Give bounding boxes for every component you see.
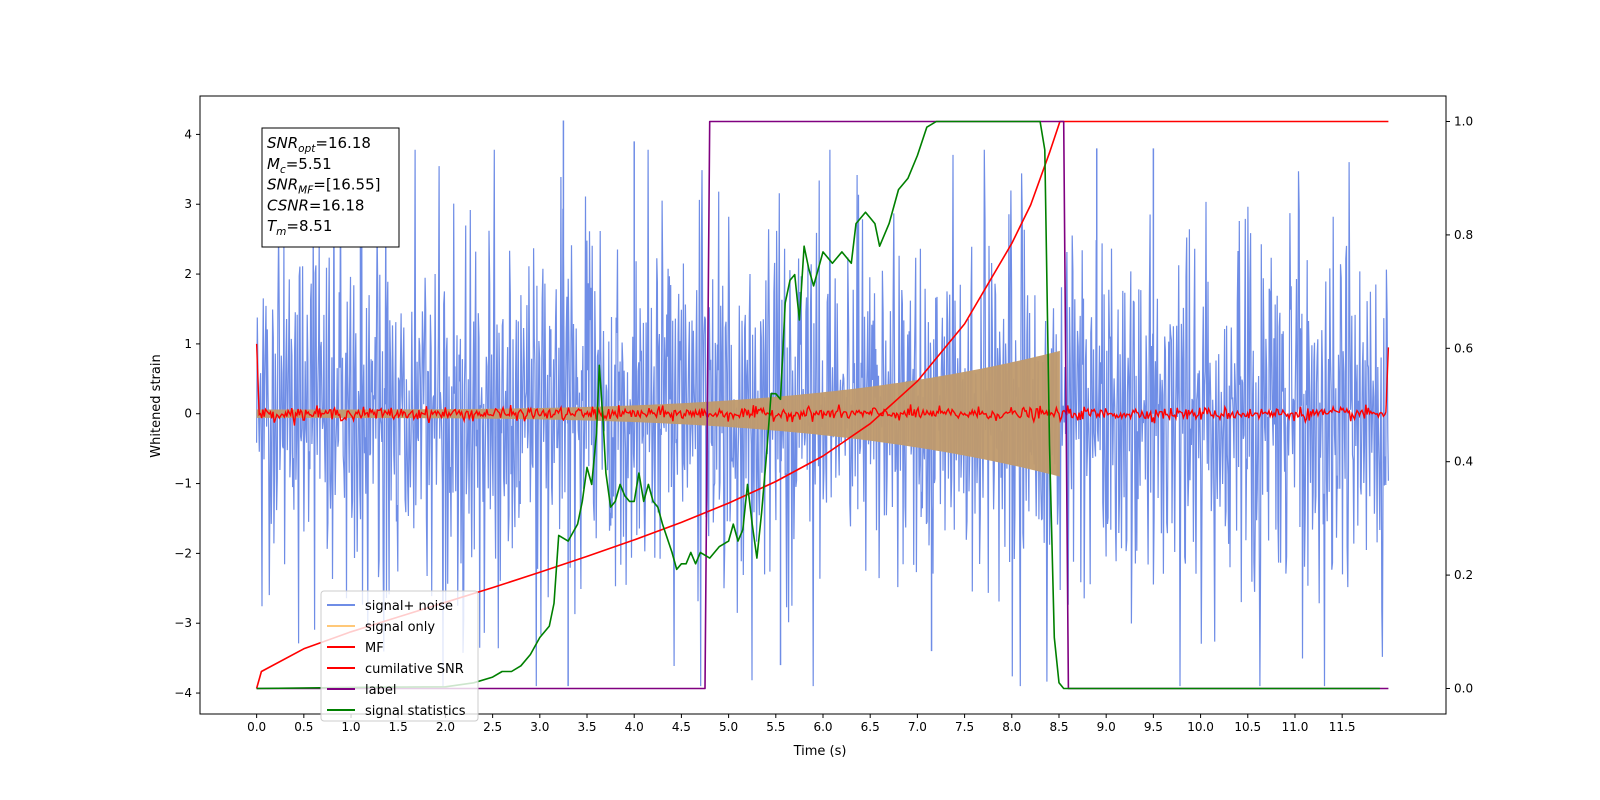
x-tick-label: 10.5: [1234, 720, 1261, 734]
x-tick-label: 5.0: [719, 720, 738, 734]
legend-label: signal+ noise: [365, 599, 453, 614]
annotation-line: Tm=8.51: [267, 217, 332, 238]
x-tick-label: 4.0: [625, 720, 644, 734]
signal-noise-series: [256, 120, 1389, 687]
x-tick-label: 3.5: [577, 720, 596, 734]
x-tick-label: 11.5: [1329, 720, 1356, 734]
legend-label: cumilative SNR: [365, 662, 464, 677]
y-tick-label: 3: [184, 197, 192, 211]
x-tick-label: 10.0: [1187, 720, 1214, 734]
x-tick-label: 1.0: [341, 720, 360, 734]
signal-noise-line: [256, 149, 1389, 687]
x-axis-label: Time (s): [793, 744, 847, 759]
legend-label: signal statistics: [365, 704, 466, 719]
x-tick-label: 7.5: [955, 720, 974, 734]
x-tick-label: 0.0: [247, 720, 266, 734]
annotation-line: SNRopt=16.18: [267, 134, 371, 155]
x-tick-label: 9.0: [1097, 720, 1116, 734]
x-tick-label: 8.0: [1002, 720, 1021, 734]
x-tick-label: 6.0: [813, 720, 832, 734]
y-axis-right: 0.0 0.2 0.4 0.6 0.8 1.0: [1446, 115, 1473, 695]
y2-tick-label: 0.2: [1454, 568, 1473, 582]
x-tick-label: 6.5: [861, 720, 880, 734]
mf-line: [255, 343, 1390, 426]
x-tick-label: 9.5: [1144, 720, 1163, 734]
annotation-frame: [261, 127, 400, 248]
x-tick-label: 2.5: [483, 720, 502, 734]
annotation-line: Mc=5.51: [267, 155, 332, 176]
x-tick-label: 0.5: [294, 720, 313, 734]
legend-label: MF: [365, 641, 384, 656]
y-tick-label: 4: [184, 127, 192, 141]
mf-series: [255, 343, 1390, 426]
y2-tick-label: 0.8: [1454, 228, 1473, 242]
y-tick-label: 1: [184, 337, 192, 351]
y2-tick-label: 0.4: [1454, 455, 1473, 469]
y-axis-left: −4 −3 −2 −1 0 1 2 3 4: [174, 127, 200, 700]
signal-only-envelope: [256, 350, 1060, 477]
y-tick-label: −1: [174, 477, 192, 491]
x-tick-label: 1.5: [389, 720, 408, 734]
y2-tick-label: 1.0: [1454, 115, 1473, 129]
y2-tick-label: 0.6: [1454, 341, 1473, 355]
legend-frame: [320, 590, 479, 722]
x-tick-label: 11.0: [1282, 720, 1309, 734]
signal-only-series: [256, 350, 1060, 477]
x-tick-label: 7.0: [908, 720, 927, 734]
y-tick-label: 0: [184, 407, 192, 421]
x-tick-label: 4.5: [672, 720, 691, 734]
x-tick-label: 3.0: [530, 720, 549, 734]
annotation-line: CSNR=16.18: [267, 196, 364, 214]
annotation-box: SNRopt=16.18Mc=5.51SNRMF=[16.55]CSNR=16.…: [261, 127, 400, 248]
legend-label: label: [365, 683, 396, 698]
y-tick-label: 2: [184, 267, 192, 281]
legend: signal+ noise signal only MF cumilative SNR…: [320, 590, 479, 722]
y-tick-label: −2: [174, 546, 192, 560]
y-axis-label: Whitened strain: [149, 354, 164, 457]
x-tick-label: 8.5: [1049, 720, 1068, 734]
y2-tick-label: 0.0: [1454, 681, 1473, 695]
legend-label: signal only: [365, 620, 435, 635]
y-tick-label: −3: [174, 616, 192, 630]
x-tick-label: 2.0: [436, 720, 455, 734]
annotation-line: SNRMF=[16.55]: [267, 176, 381, 197]
signal-statistics-line: [256, 120, 1380, 690]
x-tick-label: 5.5: [766, 720, 785, 734]
y-tick-label: −4: [174, 686, 192, 700]
